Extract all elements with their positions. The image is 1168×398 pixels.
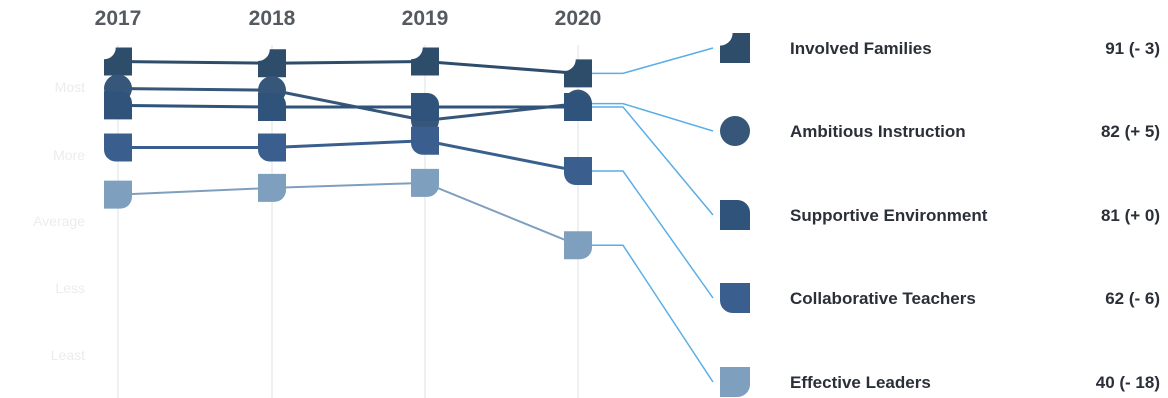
legend-marker-effective-leaders <box>720 367 750 397</box>
legend-label: Ambitious Instruction <box>790 122 966 141</box>
data-point-effective-leaders <box>411 168 439 197</box>
legend-label: Collaborative Teachers <box>790 289 976 308</box>
x-tick-label: 2019 <box>402 7 449 30</box>
data-point-supportive-environment <box>104 91 132 120</box>
data-point-involved-families <box>564 59 592 88</box>
series-markers <box>104 47 592 260</box>
y-level-label: Average <box>33 213 85 229</box>
legend: Involved Families 91 (- 3) Ambitious Instr… <box>720 33 1160 397</box>
x-tick-label: 2018 <box>249 7 296 30</box>
series-line-supportive-environment <box>117 103 578 109</box>
legend-connector-collaborative-teachers <box>590 170 714 299</box>
data-point-collaborative-teachers <box>564 157 592 186</box>
series-line-involved-families <box>117 60 579 75</box>
data-point-effective-leaders <box>104 180 132 209</box>
legend-marker-supportive-environment <box>720 199 750 230</box>
legend-label: Effective Leaders <box>790 373 931 392</box>
legend-connector-supportive-environment <box>590 106 714 216</box>
data-point-involved-families <box>411 47 439 76</box>
series-line-effective-leaders <box>117 181 579 247</box>
y-level-label: Less <box>55 280 85 296</box>
legend-connector-ambitious-instruction <box>590 102 714 132</box>
legend-marker-collaborative-teachers <box>720 283 750 313</box>
data-point-supportive-environment <box>411 93 439 122</box>
y-level-label: Least <box>51 347 85 363</box>
series-line-ambitious-instruction <box>117 86 579 123</box>
legend-connector-involved-families <box>590 47 714 75</box>
data-label: 82 (+ 5) <box>1101 122 1160 141</box>
data-label: 62 (- 6) <box>1105 289 1160 308</box>
data-point-effective-leaders <box>258 173 286 202</box>
data-point-collaborative-teachers <box>258 133 286 162</box>
data-point-effective-leaders <box>564 231 592 260</box>
legend-marker-involved-families <box>720 33 750 63</box>
data-label: 40 (- 18) <box>1096 373 1160 392</box>
series-line-collaborative-teachers <box>118 139 579 173</box>
y-level-label: More <box>53 147 85 163</box>
series-lines <box>117 60 579 247</box>
data-point-collaborative-teachers <box>411 126 439 155</box>
data-point-collaborative-teachers <box>104 133 132 162</box>
x-tick-label: 2020 <box>555 7 602 30</box>
x-tick-label: 2017 <box>95 7 142 30</box>
legend-connectors <box>590 47 714 383</box>
data-point-supportive-environment <box>564 93 592 122</box>
data-label: 81 (+ 0) <box>1101 206 1160 225</box>
y-level-label: Most <box>55 79 85 95</box>
legend-label: Supportive Environment <box>790 206 988 225</box>
legend-label: Involved Families <box>790 39 932 58</box>
data-point-involved-families <box>258 49 286 78</box>
data-point-involved-families <box>104 47 132 76</box>
data-label: 91 (- 3) <box>1105 39 1160 58</box>
legend-connector-effective-leaders <box>590 244 714 383</box>
legend-marker-ambitious-instruction <box>720 116 750 146</box>
data-point-supportive-environment <box>258 93 286 122</box>
